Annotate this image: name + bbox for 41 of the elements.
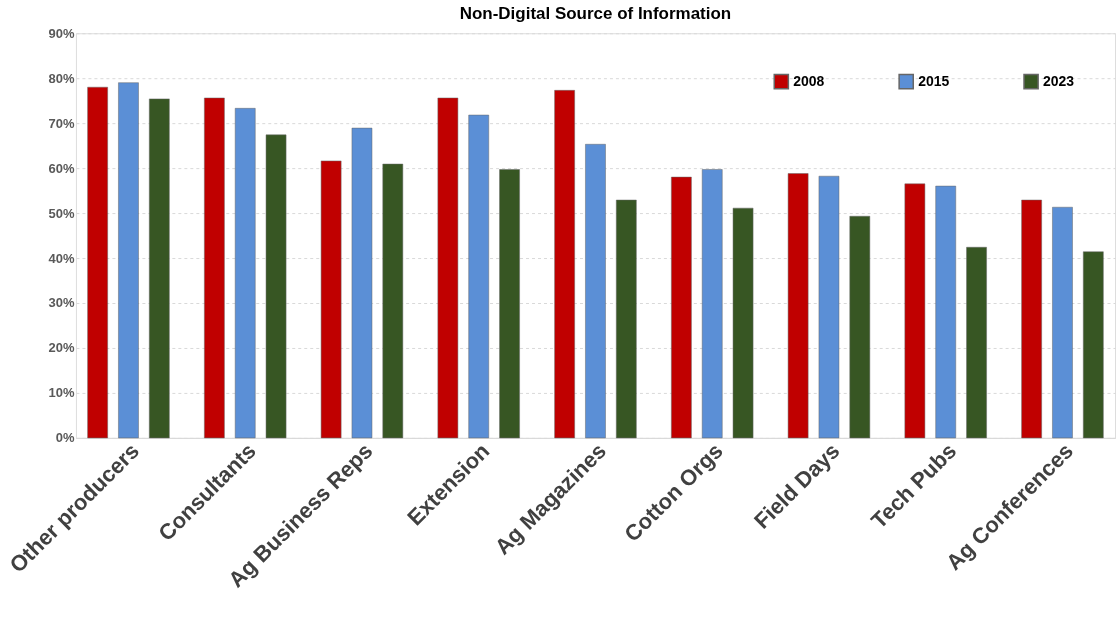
y-tick-label: 90% — [48, 25, 75, 41]
y-tick-label: 20% — [48, 340, 75, 356]
legend-label: 2008 — [793, 72, 825, 89]
bar — [1052, 206, 1073, 439]
bar — [265, 134, 287, 439]
bar — [1083, 251, 1104, 439]
bar — [87, 86, 108, 439]
y-tick-label: 50% — [48, 205, 75, 221]
bar — [149, 98, 170, 439]
bar — [499, 169, 520, 439]
bar — [351, 127, 373, 439]
bar — [204, 97, 225, 439]
y-tick-label: 40% — [48, 250, 75, 266]
bar — [701, 169, 723, 439]
bar — [818, 175, 840, 439]
bar — [320, 160, 342, 439]
y-tick-label: 60% — [48, 160, 75, 176]
chart-title: Non-Digital Source of Information — [459, 4, 732, 24]
bar — [118, 82, 139, 439]
legend-label: 2015 — [918, 72, 950, 89]
bar — [585, 144, 606, 439]
bar — [382, 163, 404, 439]
bar — [671, 176, 692, 439]
bar — [935, 185, 956, 439]
bar — [468, 114, 489, 439]
bar — [966, 247, 987, 439]
y-tick-label: 30% — [48, 295, 75, 311]
bar — [904, 183, 926, 439]
bar — [437, 97, 459, 439]
bar — [554, 90, 575, 439]
legend-label: 2023 — [1043, 72, 1075, 89]
bar — [732, 207, 754, 439]
bar — [234, 108, 256, 439]
y-tick-label: 80% — [48, 70, 75, 86]
y-tick-label: 10% — [48, 385, 75, 401]
bar — [1021, 199, 1042, 439]
y-tick-label: 70% — [48, 115, 75, 131]
y-tick-label: 0% — [55, 430, 75, 446]
bar — [849, 215, 871, 439]
bar — [616, 199, 637, 439]
bar — [787, 173, 809, 439]
